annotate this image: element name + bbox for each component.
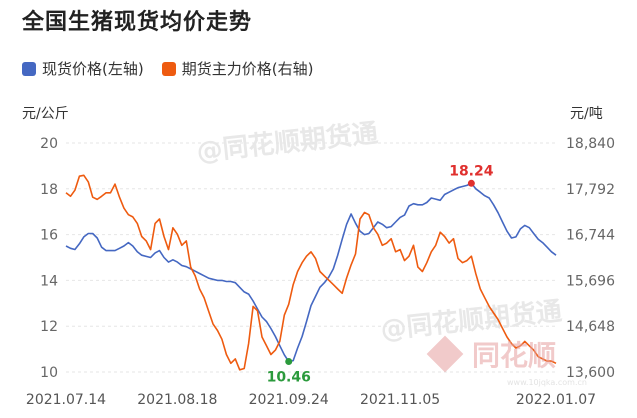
- y-left-tick-label: 20: [40, 136, 58, 152]
- footer-url: www.10jqka.com.cn: [507, 378, 587, 387]
- legend-swatch-futures: [161, 61, 176, 76]
- y-right-tick-label: 15,696: [566, 273, 615, 289]
- series-line-futures: [65, 174, 557, 371]
- footer-brand: 同花顺: [472, 339, 557, 372]
- y-left-tick-label: 12: [40, 319, 58, 335]
- y-right-tick-label: 14,648: [566, 319, 615, 335]
- y-left-tick-label: 18: [40, 182, 58, 198]
- chart-title: 全国生猪现货均价走势: [22, 10, 253, 35]
- x-tick-label: 2022.01.07: [516, 392, 596, 408]
- y-left-tick-label: 10: [40, 365, 58, 381]
- y-left-tick-label: 16: [40, 228, 58, 244]
- annotation-marker: [467, 179, 475, 187]
- legend-label-spot: 现货价格(左轴): [42, 60, 144, 78]
- y-left-tick-label: 14: [40, 273, 58, 289]
- legend-label-futures: 期货主力价格(右轴): [181, 60, 314, 78]
- chart-legend: 现货价格(左轴) 期货主力价格(右轴): [22, 58, 331, 79]
- annotation-label: 18.24: [449, 163, 494, 179]
- annotation-marker: [285, 357, 293, 365]
- y-right-tick-label: 13,600: [566, 365, 615, 381]
- x-tick-label: 2021.07.14: [26, 392, 106, 408]
- x-tick-label: 2021.11.05: [360, 392, 440, 408]
- y-right-tick-label: 16,744: [566, 228, 615, 244]
- y-right-tick-label: 18,840: [566, 136, 615, 152]
- footer-watermark: 同花顺 www.10jqka.com.cn: [426, 334, 587, 387]
- x-tick-label: 2021.08.18: [137, 392, 217, 408]
- annotation-label: 10.46: [267, 369, 311, 385]
- left-axis-unit: 元/公斤: [22, 106, 69, 122]
- right-axis-unit: 元/吨: [570, 106, 603, 122]
- legend-item-futures: 期货主力价格(右轴): [161, 58, 314, 79]
- x-tick-label: 2021.09.24: [249, 392, 329, 408]
- legend-swatch-spot: [22, 61, 36, 76]
- legend-item-spot: 现货价格(左轴): [22, 58, 144, 79]
- y-right-tick-label: 17,792: [566, 182, 615, 198]
- series-line-spot: [65, 182, 557, 363]
- logo-icon: [426, 335, 464, 373]
